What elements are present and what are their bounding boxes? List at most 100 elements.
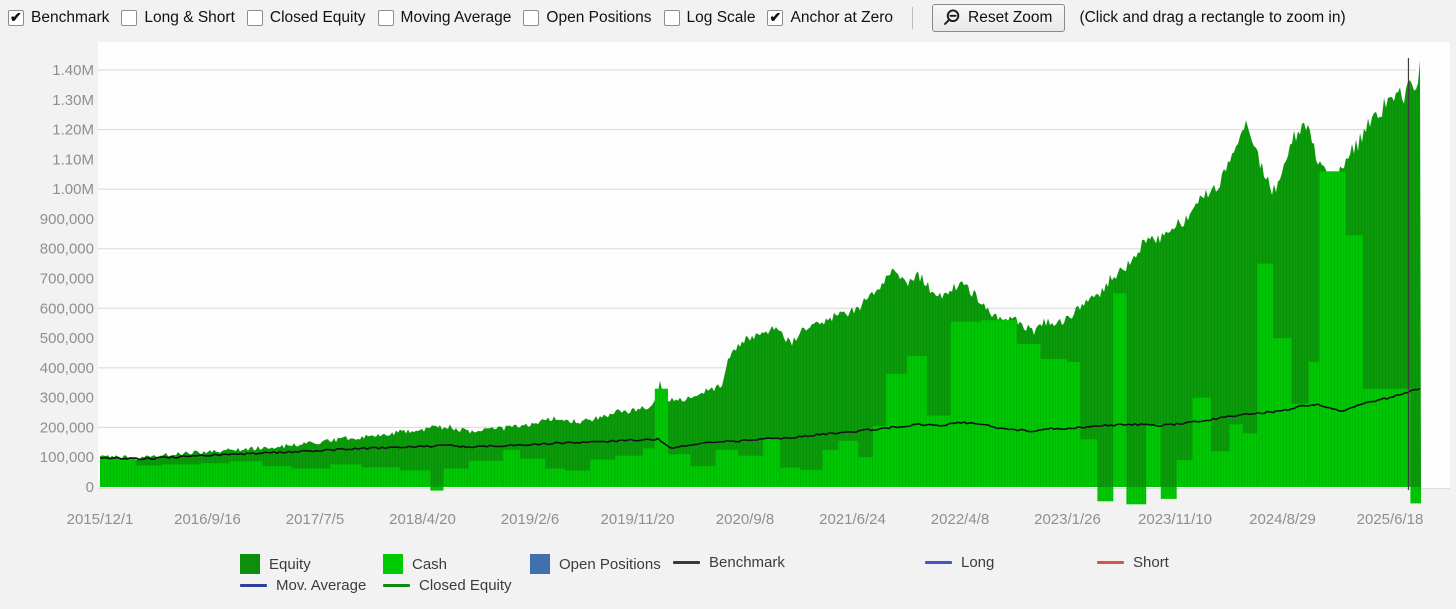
cash-bar-texture — [1146, 424, 1161, 487]
toolbar: Benchmark Long & Short Closed Equity Moving… — [0, 0, 1456, 36]
legend-item-short: Short — [1097, 554, 1169, 571]
cash-bar-texture — [545, 468, 565, 487]
legend-label: Equity — [269, 555, 311, 573]
checkbox-box-moving-average[interactable] — [377, 10, 394, 26]
legend-item-long: Long — [925, 554, 994, 571]
legend-swatch-open-positions — [530, 554, 550, 574]
checkbox-box-benchmark[interactable] — [8, 8, 24, 26]
x-axis-tick-label: 2025/6/18 — [1357, 511, 1424, 528]
cash-bar-texture — [1291, 403, 1309, 487]
cash-bar-texture — [615, 455, 643, 487]
legend-label: Mov. Average — [276, 577, 367, 594]
cash-bar-texture — [565, 470, 591, 487]
cash-bar-texture — [1257, 263, 1274, 487]
reset-zoom-button[interactable]: Reset Zoom — [932, 4, 1066, 32]
checkbox-box-anchor-at-zero[interactable] — [767, 8, 784, 26]
equity-area-texture — [100, 60, 1421, 487]
cash-bar-texture — [715, 449, 739, 487]
cash-bar-texture — [1126, 487, 1147, 505]
checkbox-box-closed-equity[interactable] — [246, 10, 263, 26]
y-axis-tick-label: 0 — [86, 479, 94, 496]
cash-bar-texture — [1016, 344, 1041, 487]
cash-bar-texture — [361, 467, 400, 487]
y-axis-tick-label: 1.40M — [52, 62, 94, 79]
checkbox-label: Closed Equity — [269, 9, 366, 26]
legend-label: Cash — [412, 555, 448, 573]
x-axis-tick-label: 2019/2/6 — [501, 511, 559, 528]
legend-row: Mov. Average Closed Equity — [0, 577, 1456, 599]
checkbox-log-scale[interactable]: Log Scale — [663, 9, 756, 27]
checkbox-box-long-short[interactable] — [121, 10, 138, 26]
legend-swatch-cash — [383, 554, 403, 574]
cash-bar-texture — [886, 373, 908, 487]
checkbox-anchor-at-zero[interactable]: Anchor at Zero — [767, 8, 894, 27]
cash-bar-texture — [1067, 361, 1081, 487]
legend-swatch-benchmark — [673, 561, 700, 564]
cash-bar-texture — [135, 465, 163, 487]
cash-bar-texture — [520, 458, 546, 487]
cash-bar-texture — [872, 425, 886, 487]
y-axis-tick-label: 400,000 — [40, 360, 94, 377]
zoom-hint-text: (Click and drag a rectangle to zoom in) — [1079, 9, 1346, 26]
cash-bar-texture — [229, 461, 263, 487]
legend-swatch-equity — [240, 554, 260, 574]
x-axis-tick-label: 2022/4/8 — [931, 511, 989, 528]
cash-bar-texture — [907, 355, 927, 487]
cash-bar-texture — [291, 468, 330, 487]
cash-bar-texture — [468, 460, 503, 487]
checkbox-moving-average[interactable]: Moving Average — [377, 9, 512, 27]
legend-swatch-long — [925, 561, 952, 564]
cash-bar-texture — [1319, 171, 1346, 488]
cash-bar-texture — [1362, 388, 1398, 487]
checkbox-label: Long & Short — [144, 9, 235, 26]
legend-label: Benchmark — [709, 554, 785, 571]
reset-zoom-label: Reset Zoom — [968, 8, 1053, 26]
legend-label: Open Positions — [559, 555, 661, 573]
checkbox-benchmark[interactable]: Benchmark — [8, 8, 109, 27]
cash-bar-texture — [981, 320, 1017, 487]
toolbar-separator — [912, 7, 914, 29]
legend-item-closed-equity: Closed Equity — [383, 577, 512, 594]
cash-bar-texture — [1211, 451, 1230, 487]
x-axis-tick-label: 2017/7/5 — [286, 511, 344, 528]
checkbox-long-short[interactable]: Long & Short — [121, 9, 235, 27]
x-axis-tick-label: 2021/6/24 — [819, 511, 886, 528]
checkbox-box-log-scale[interactable] — [663, 10, 680, 26]
cash-bar-texture — [162, 464, 201, 487]
cash-bar-texture — [668, 454, 691, 487]
cash-bar-texture — [1160, 487, 1177, 499]
cash-bar-texture — [1192, 397, 1211, 487]
checkbox-label: Open Positions — [546, 9, 652, 26]
cash-bar-texture — [1097, 487, 1114, 502]
legend-item-mov-average: Mov. Average — [240, 577, 366, 594]
checkbox-box-open-positions[interactable] — [523, 10, 540, 26]
legend-swatch-closed-equity — [383, 584, 410, 587]
y-axis-tick-label: 900,000 — [40, 211, 94, 228]
chart-legend: Equity Cash Open Positions Benchmark Long Sho… — [0, 536, 1456, 609]
checkbox-label: Log Scale — [686, 9, 756, 26]
checkbox-closed-equity[interactable]: Closed Equity — [246, 9, 366, 27]
checkbox-label: Moving Average — [400, 9, 512, 26]
y-axis-tick-label: 700,000 — [40, 271, 94, 288]
y-axis-tick-label: 1.10M — [52, 151, 94, 168]
cash-bar-texture — [1176, 460, 1193, 487]
cash-bar-texture — [822, 449, 839, 487]
cash-bar-texture — [443, 468, 469, 487]
cash-bar-texture — [590, 459, 616, 487]
cash-bar-texture — [502, 449, 521, 487]
checkbox-open-positions[interactable]: Open Positions — [523, 9, 652, 27]
checkbox-label: Anchor at Zero — [790, 9, 894, 26]
y-axis-tick-label: 200,000 — [40, 419, 94, 436]
equity-chart-plot[interactable]: 0 100,000 200,000 300,000 400,000 500,000 600,… — [0, 36, 1456, 536]
y-axis-tick-label: 1.30M — [52, 92, 94, 109]
legend-swatch-short — [1097, 561, 1124, 564]
cash-bar-texture — [1113, 293, 1127, 487]
y-axis-tick-label: 300,000 — [40, 390, 94, 407]
x-axis-tick-label: 2016/9/16 — [174, 511, 241, 528]
x-axis-tick-label: 2023/11/10 — [1138, 511, 1212, 528]
x-axis-tick-label: 2024/8/29 — [1249, 511, 1316, 528]
cash-bar-texture — [1273, 338, 1292, 487]
x-axis-tick-label: 2018/4/20 — [389, 511, 456, 528]
legend-item-open-positions: Open Positions — [530, 554, 661, 574]
cash-bar-texture — [690, 466, 716, 487]
